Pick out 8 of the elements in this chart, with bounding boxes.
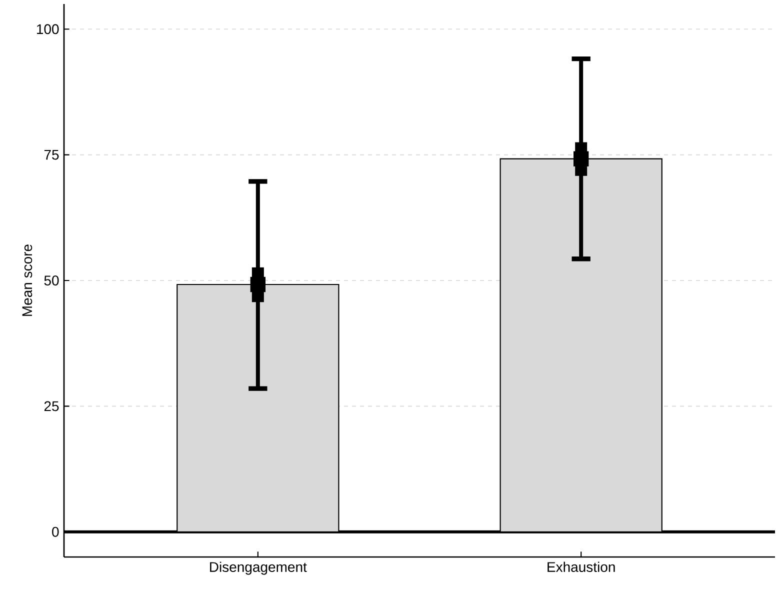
y-axis-title: Mean score (22, 244, 32, 316)
y-tick-label: 25 (44, 401, 59, 412)
x-tick-label: Exhaustion (548, 562, 615, 572)
y-tick-label: 0 (52, 526, 59, 537)
y-tick-label: 100 (37, 24, 59, 34)
y-tick-label: 50 (44, 276, 59, 286)
x-tick-label: Disengagement (210, 562, 307, 575)
y-tick-label: 75 (44, 150, 59, 160)
